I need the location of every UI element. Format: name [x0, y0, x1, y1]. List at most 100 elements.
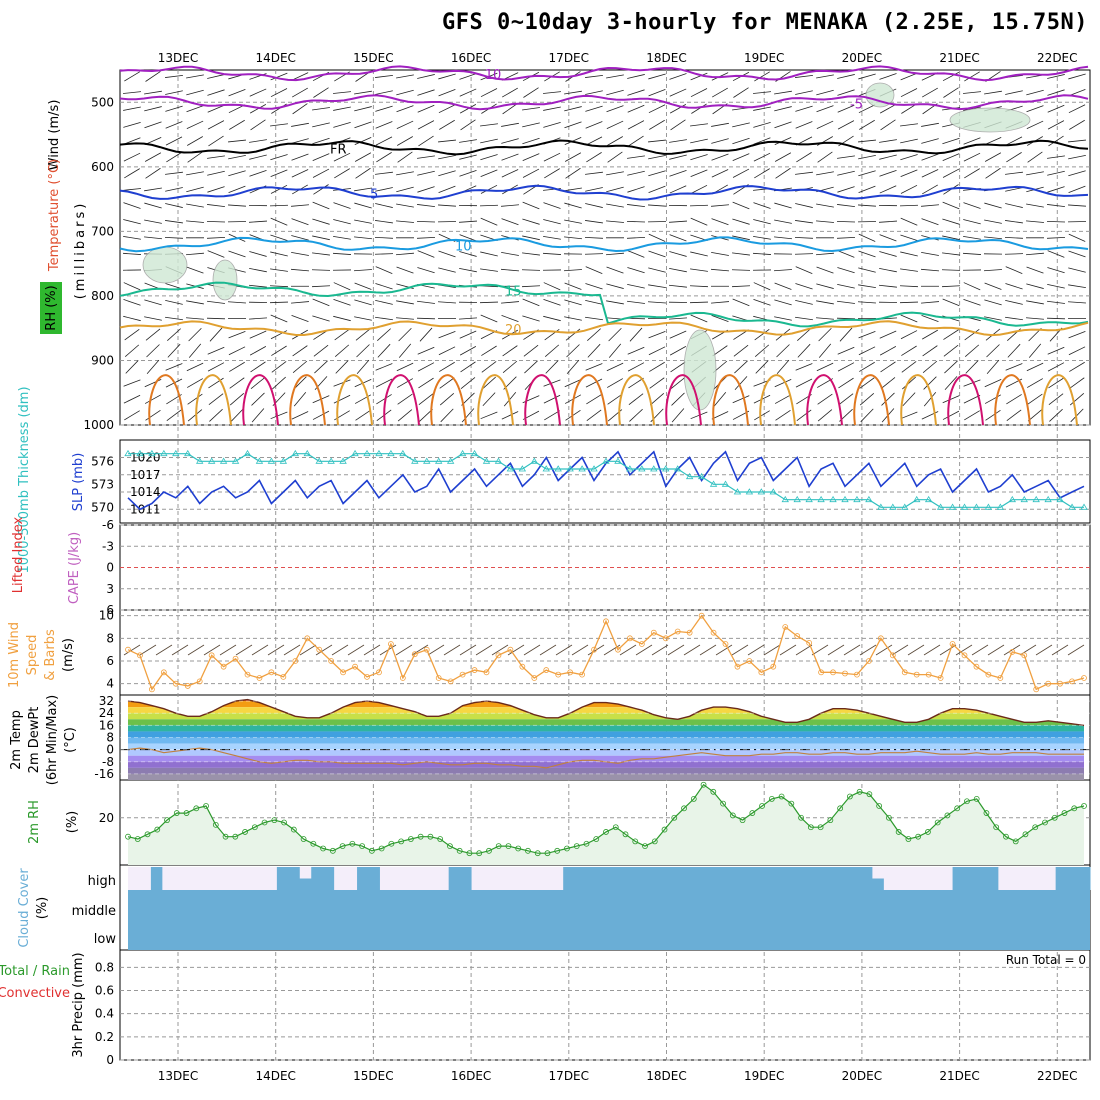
wind-barb [543, 219, 561, 225]
wind-barb [900, 314, 918, 323]
wind-barb [669, 234, 687, 242]
wind-barb [921, 138, 939, 144]
cloud-high-bar [586, 867, 599, 890]
wind-barb [123, 219, 141, 225]
wind-barb [397, 378, 413, 388]
wind-barb [165, 187, 183, 192]
wind-barb [501, 169, 519, 178]
wind10m-barb [395, 644, 413, 656]
wind-barb [816, 283, 834, 289]
wind-barb [628, 393, 644, 406]
date-label-bottom: 16DEC [451, 1069, 491, 1083]
wind-barb [480, 123, 498, 127]
wind-barb [943, 87, 959, 98]
wind-barb [332, 252, 352, 255]
wind10m-series-point [937, 675, 944, 681]
wind-barb [145, 328, 161, 341]
wind-barb [629, 327, 643, 342]
thickness-series-point [757, 488, 766, 495]
wind-barb [354, 90, 372, 95]
rh2m-series-point [437, 836, 444, 842]
wind-barb [795, 90, 813, 95]
thickness-series-point [136, 449, 144, 457]
wind-barb [629, 408, 643, 422]
wind-barb [395, 220, 415, 223]
cloud-high-clear [1009, 867, 1022, 890]
thickness-series-point [877, 503, 885, 510]
thickness-series-point [482, 457, 491, 464]
surface-isotherm [994, 374, 1031, 426]
wind-barb [186, 74, 204, 79]
surface-isotherm [853, 374, 890, 426]
wind-barb [333, 219, 351, 225]
wind-barb [563, 269, 583, 272]
wind-barb [544, 168, 560, 179]
precip-label: Total / Rain [0, 964, 70, 979]
rh2m-series-point [817, 824, 824, 831]
thickness-series-point [912, 495, 921, 503]
wind-barb [479, 204, 499, 207]
wind-barb [480, 314, 498, 323]
rh2m-series-point [583, 840, 590, 847]
thickness-series-point [267, 457, 276, 464]
wind-barb [522, 298, 540, 307]
cloud-high-clear [883, 867, 896, 890]
wind-barb [502, 360, 518, 374]
wind-barb [963, 236, 981, 240]
wind-barb [671, 408, 685, 423]
wind-barb [439, 361, 455, 372]
wind-barb [732, 153, 750, 162]
cloud-high-clear [231, 867, 244, 890]
wind-barb [899, 301, 919, 304]
wind-barb [1047, 120, 1065, 130]
wind-barb [815, 220, 835, 223]
wind10m-series-point [184, 683, 191, 689]
wind-barb [564, 236, 582, 240]
rh2m-series-point [232, 833, 239, 840]
wind-barb [690, 72, 708, 81]
wind-barb [1027, 393, 1043, 405]
wind-barb [859, 392, 875, 406]
wind-barb [837, 170, 855, 176]
wind-barb [816, 203, 834, 208]
wind-barb [207, 74, 225, 79]
wind-barb [230, 408, 244, 423]
rh2m-series-point [866, 791, 873, 798]
wind-barb [396, 89, 414, 96]
wind-barb [375, 171, 393, 175]
wind-barb [396, 300, 414, 305]
rh2m-series-point [651, 838, 658, 845]
temp-tick-label: -8 [102, 755, 114, 769]
wind-barb [921, 169, 939, 178]
cloud-high-bar [689, 867, 702, 890]
wind-barb [963, 299, 981, 306]
wind-barb [417, 250, 435, 258]
rh2m-series-point [456, 847, 463, 854]
wind-barb [941, 269, 961, 271]
wind-barb [923, 376, 937, 390]
wind-barb [606, 203, 624, 208]
wind-barb [1068, 139, 1086, 143]
thickness-series-point [554, 465, 562, 472]
cloud-level-label: middle [72, 904, 116, 919]
stability-tick-label: 0 [106, 561, 114, 575]
cloud-high-bar [792, 867, 805, 890]
cloud-high-bar [574, 867, 587, 890]
wind-barb [377, 343, 391, 358]
wind10m-barb [219, 644, 237, 656]
cloud-high-bar [357, 867, 369, 890]
wind-barb [711, 122, 729, 127]
thickness-series-point [434, 457, 443, 464]
wind10m-series-point [447, 678, 454, 685]
wind10m-series-point [280, 673, 287, 680]
wind-barb [859, 119, 875, 130]
wind-barb [1025, 252, 1045, 256]
thickness-series-point [255, 457, 264, 464]
wind-barb [375, 299, 393, 305]
wind-barb [963, 202, 981, 209]
temp2m-series [127, 698, 1085, 727]
date-label-bottom: 13DEC [158, 1069, 198, 1083]
rh2m-series-point [1022, 831, 1029, 838]
rh2m-series-point [710, 788, 717, 795]
wind10m-barb [667, 644, 685, 656]
